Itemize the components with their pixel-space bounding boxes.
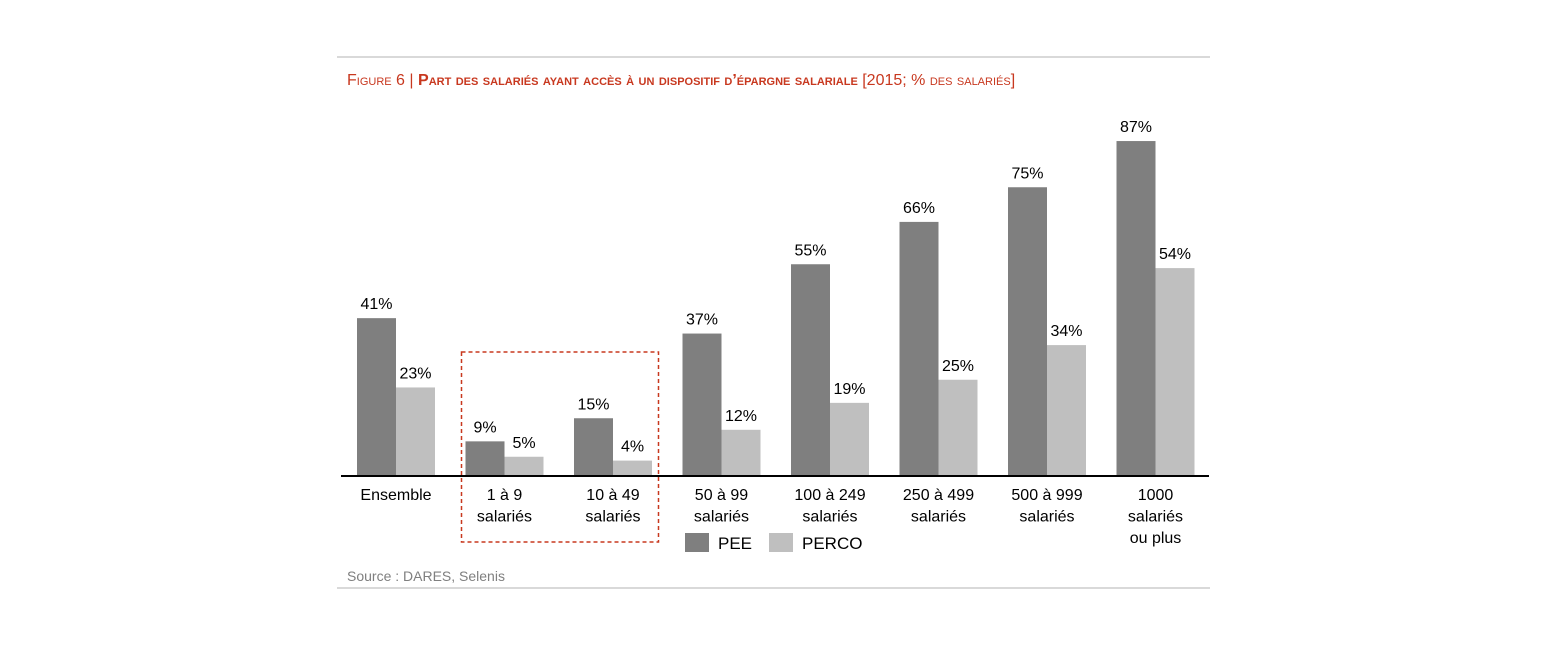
highlight-box (460, 351, 660, 543)
data-label-perco-6: 34% (1050, 323, 1082, 340)
category-label-4-1: salariés (802, 509, 857, 526)
category-label-7-1: salariés (1128, 509, 1183, 526)
bar-perco-7 (1155, 268, 1195, 476)
category-label-3-0: 50 à 99 (695, 487, 748, 504)
bar-pee-3 (682, 333, 722, 476)
data-label-pee-3: 37% (686, 312, 718, 329)
data-label-perco-4: 19% (833, 381, 865, 398)
legend-label-pee: PEE (718, 534, 752, 553)
bar-perco-5 (938, 379, 978, 476)
data-label-perco-1: 5% (512, 435, 535, 452)
category-label-1-1: salariés (477, 509, 532, 526)
title-main: Part des salariés ayant accès à un dispo… (418, 72, 858, 89)
category-label-5-1: salariés (911, 509, 966, 526)
data-label-perco-5: 25% (942, 358, 974, 375)
bottom-rule (337, 587, 1210, 589)
legend-swatch-pee (685, 533, 709, 552)
category-label-6-1: salariés (1019, 509, 1074, 526)
bar-perco-1 (504, 456, 544, 476)
data-label-pee-1: 9% (473, 419, 496, 436)
category-label-4-0: 100 à 249 (794, 487, 865, 504)
top-rule (337, 56, 1210, 58)
category-label-2-0: 10 à 49 (586, 487, 639, 504)
data-label-perco-2: 4% (621, 439, 644, 456)
category-label-7-0: 1000 (1138, 487, 1174, 504)
data-label-pee-0: 41% (360, 296, 392, 313)
category-label-6-0: 500 à 999 (1011, 487, 1082, 504)
figure-number: Figure 6 (347, 72, 405, 89)
category-label-7-2: ou plus (1130, 530, 1182, 547)
bar-perco-2 (613, 460, 652, 476)
category-label-0-0: Ensemble (360, 487, 431, 504)
bar-pee-6 (1008, 187, 1047, 476)
category-label-2-1: salariés (585, 509, 640, 526)
bar-pee-4 (791, 264, 830, 476)
title-suffix: [2015; % des salariés] (857, 72, 1016, 89)
data-label-perco-0: 23% (399, 365, 431, 382)
bar-pee-7 (1116, 141, 1156, 477)
title-separator: | (404, 72, 419, 89)
bar-perco-3 (721, 429, 761, 476)
bar-pee-2 (574, 418, 613, 476)
bar-pee-0 (357, 318, 396, 476)
bar-perco-0 (396, 387, 435, 476)
legend-label-perco: PERCO (802, 534, 862, 553)
legend-swatch-perco (769, 533, 793, 552)
data-label-pee-5: 66% (903, 200, 935, 217)
data-label-pee-4: 55% (794, 242, 826, 259)
category-label-5-0: 250 à 499 (903, 487, 974, 504)
category-label-3-1: salariés (694, 509, 749, 526)
data-label-pee-2: 15% (577, 396, 609, 413)
bar-perco-4 (830, 402, 869, 476)
figure-title: Figure 6 | Part des salariés ayant accès… (347, 70, 1207, 92)
data-label-pee-6: 75% (1011, 165, 1043, 182)
category-label-1-0: 1 à 9 (487, 487, 523, 504)
bar-pee-1 (465, 441, 505, 476)
source-note: Source : DARES, Selenis (347, 568, 505, 584)
bar-perco-6 (1047, 345, 1086, 476)
data-label-perco-7: 54% (1159, 246, 1191, 263)
data-label-pee-7: 87% (1120, 119, 1152, 136)
bar-pee-5 (899, 221, 939, 476)
data-label-perco-3: 12% (725, 408, 757, 425)
